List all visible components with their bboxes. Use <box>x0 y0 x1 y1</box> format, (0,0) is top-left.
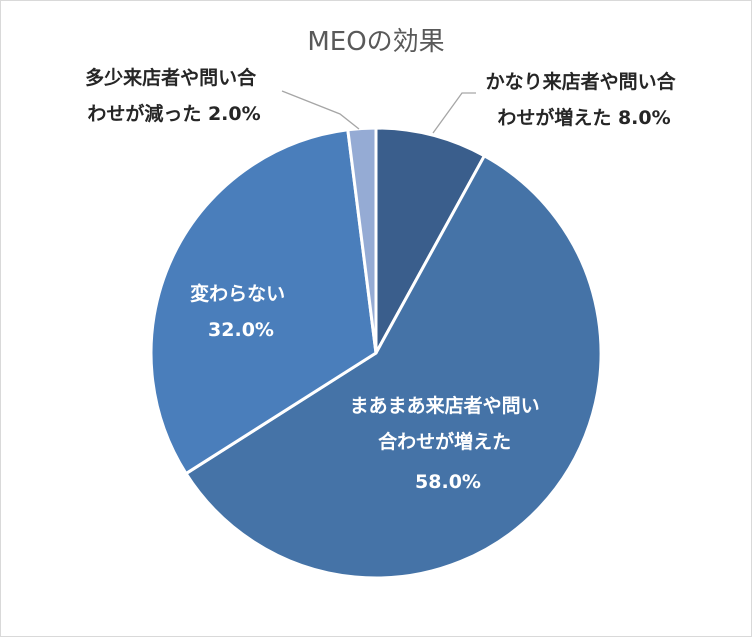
leader-line-slice-3 <box>281 90 360 130</box>
chart-title: MEOの効果 <box>307 27 444 57</box>
pie-slice-1 <box>184 154 603 580</box>
pie-slice-2 <box>149 128 378 476</box>
pie-slices <box>149 126 603 580</box>
slice-label-1: まあまあ来店者や問い 合わせが増えた 58.0% <box>350 394 547 493</box>
slice-label-3: 多少来店者や問い合 わせが減った 2.0% <box>85 66 263 125</box>
pie-slice-0 <box>374 126 486 355</box>
slice-label-0: かなり来店者や問い合 わせが増えた 8.0% <box>486 70 683 129</box>
pie-slice-3 <box>346 126 378 355</box>
leader-line-slice-0 <box>432 92 476 134</box>
slice-label-2: 変わらない 32.0% <box>190 282 292 341</box>
